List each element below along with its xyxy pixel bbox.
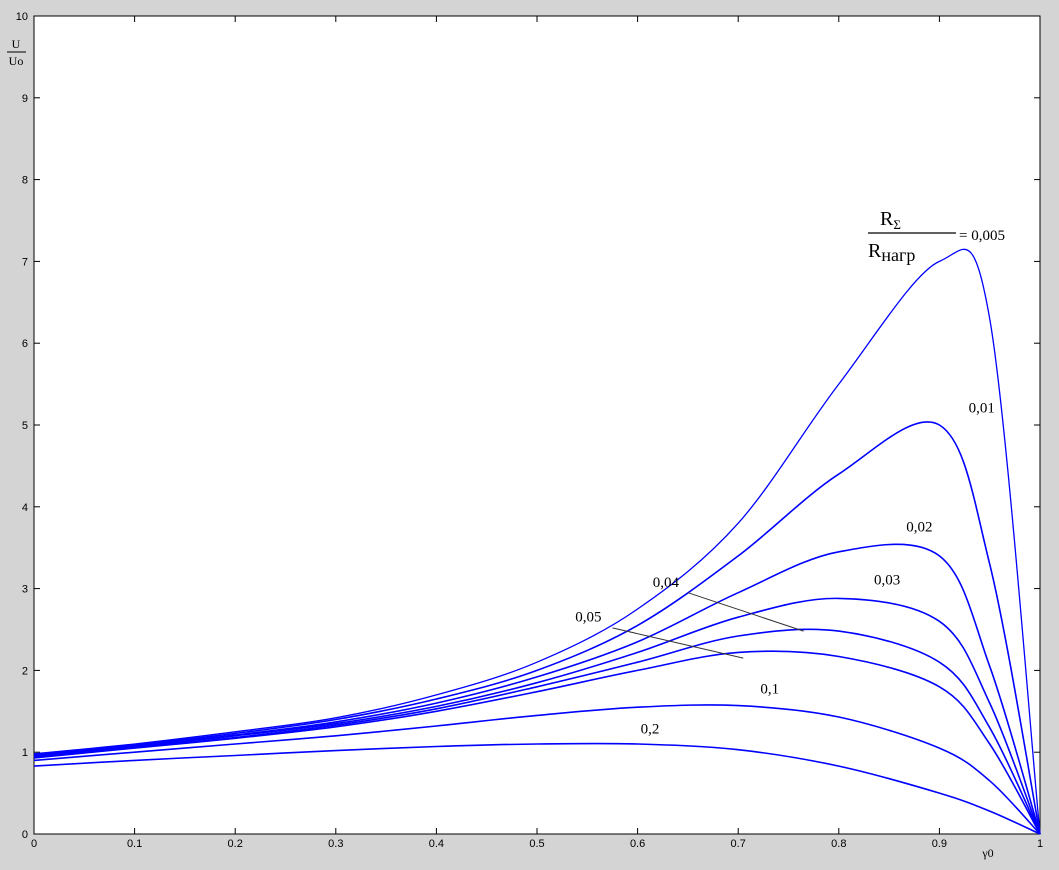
series-label: 0,1 [760, 681, 779, 697]
x-tick-label: 0.3 [328, 838, 343, 850]
plot-area [33, 15, 1041, 835]
x-tick-label: 0.5 [529, 838, 544, 850]
x-tick-label: 0.1 [127, 838, 142, 850]
series-label: 0,2 [641, 721, 660, 737]
x-tick-label: 0.4 [429, 838, 444, 850]
series-label: 0,05 [575, 609, 601, 625]
legend-equals-value: = 0,005 [959, 228, 1005, 244]
x-tick-label: 0.8 [831, 838, 846, 850]
y-tick-label: 1 [22, 747, 28, 759]
y-axis-label-numerator: U [12, 37, 21, 51]
series-line-2 [33, 421, 1041, 835]
series-label-leader [687, 592, 804, 632]
x-tick-label: 0.6 [630, 838, 645, 850]
series-line-7 [33, 704, 1041, 835]
y-tick-label: 8 [22, 175, 28, 187]
series-legend: RΣ Rнагр = 0,005 [868, 208, 1005, 265]
y-tick-label: 5 [22, 420, 28, 432]
series-line-6 [33, 650, 1041, 835]
y-tick-label: 4 [22, 502, 28, 514]
series-label: 0,03 [874, 573, 900, 589]
series-label: 0,02 [906, 519, 932, 535]
ticks-layer: 0 0.1 0.2 0.3 0.4 0.5 0.6 0.7 0.8 0.9 101234567891… [16, 11, 1043, 850]
x-tick-label: 0.2 [228, 838, 243, 850]
series-line-1 [33, 248, 1041, 835]
y-tick-label: 3 [22, 584, 28, 596]
y-tick-label: 10 [16, 11, 28, 23]
series-layer [33, 248, 1041, 835]
series-line-4 [33, 597, 1041, 835]
series-label: 0,01 [969, 401, 995, 417]
series-line-8 [33, 742, 1041, 835]
y-axis-label-denominator: Uo [9, 54, 24, 68]
y-tick-label: 9 [22, 93, 28, 105]
x-tick-label: 0.9 [932, 838, 947, 850]
legend-numerator: RΣ [880, 208, 901, 232]
series-label-leader [612, 627, 744, 659]
x-axis-label: γ0 [981, 846, 993, 860]
x-tick-label: 0 [31, 838, 37, 850]
y-tick-label: 7 [22, 256, 28, 268]
legend-denominator: Rнагр [868, 240, 915, 265]
series-label: 0,04 [653, 575, 680, 591]
y-tick-label: 0 [22, 829, 28, 841]
x-tick-label: 1 [1037, 838, 1043, 850]
labels-layer: 0,01 0,02 0,03 0,04 0,05 0,1 0,2 [575, 401, 995, 738]
y-tick-label: 2 [22, 665, 28, 677]
y-tick-label: 6 [22, 338, 28, 350]
x-tick-label: 0.7 [731, 838, 746, 850]
